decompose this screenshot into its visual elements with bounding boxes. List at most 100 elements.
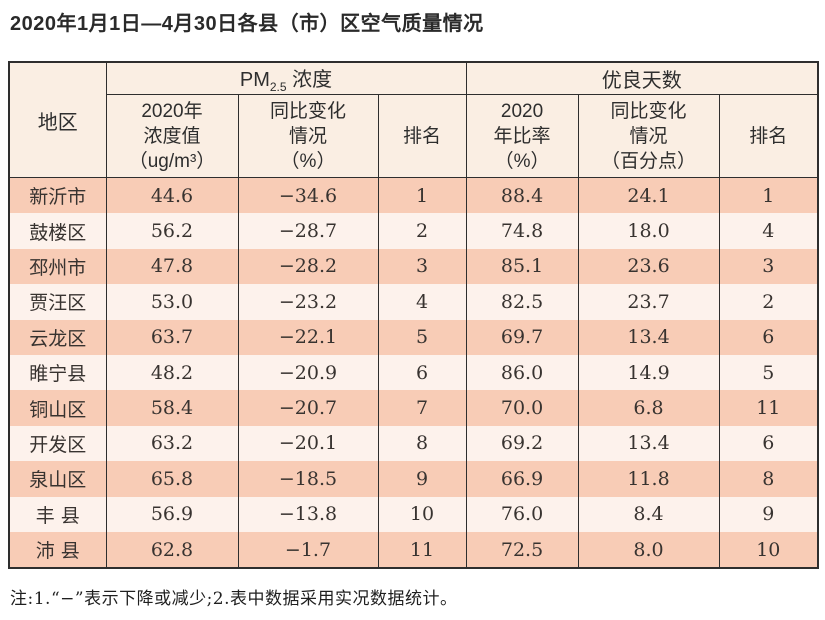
cell-days-rate: 85.1: [465, 248, 579, 285]
cell-region: 沛 县: [8, 531, 107, 569]
cell-pm-value: 62.8: [105, 531, 239, 569]
cell-pm-change: −22.1: [237, 319, 379, 355]
cell-region: 新沂市: [8, 177, 107, 214]
cell-days-rank: 9: [718, 496, 819, 532]
cell-region: 铜山区: [8, 390, 107, 426]
table-row: 丰 县 56.9 −13.8 10 76.0 8.4 9: [8, 496, 819, 532]
page-title: 2020年1月1日—4月30日各县（市）区空气质量情况: [10, 13, 484, 35]
cell-pm-change: −13.8: [237, 496, 379, 532]
cell-days-change: 11.8: [577, 461, 720, 497]
header-group-row: 地区 PM2.5 浓度 优良天数: [8, 61, 819, 178]
cell-days-rate: 69.2: [465, 425, 579, 462]
cell-pm-change: −28.7: [237, 213, 379, 249]
cell-region: 鼓楼区: [8, 213, 107, 249]
table-row: 沛 县 62.8 −1.7 11 72.5 8.0 10: [8, 531, 819, 569]
cell-pm-change: −1.7: [237, 531, 379, 569]
cell-days-rank: 6: [718, 319, 819, 355]
cell-days-rate: 74.8: [465, 213, 579, 249]
table-row: 邳州市 47.8 −28.2 3 85.1 23.6 3: [8, 248, 819, 285]
cell-days-rank: 2: [718, 284, 819, 320]
cell-region: 泉山区: [8, 461, 107, 497]
cell-pm-rank: 5: [377, 319, 467, 355]
cell-days-rank: 10: [718, 531, 819, 569]
cell-days-rank: 6: [718, 425, 819, 462]
cell-pm-rank: 2: [377, 213, 467, 249]
header-group-pm25: PM2.5 浓度: [105, 61, 467, 95]
cell-days-change: 6.8: [577, 390, 720, 426]
cell-pm-change: −18.5: [237, 461, 379, 497]
cell-pm-change: −28.2: [237, 248, 379, 285]
cell-days-rank: 4: [718, 213, 819, 249]
cell-days-rank: 8: [718, 461, 819, 497]
cell-days-rate: 76.0: [465, 496, 579, 532]
cell-region: 丰 县: [8, 496, 107, 532]
cell-pm-rank: 8: [377, 425, 467, 462]
cell-pm-rank: 4: [377, 284, 467, 320]
cell-pm-rank: 3: [377, 248, 467, 285]
table-row: 泉山区 65.8 −18.5 9 66.9 11.8 8: [8, 461, 819, 497]
cell-pm-value: 48.2: [105, 354, 239, 391]
cell-days-rate: 86.0: [465, 354, 579, 391]
header-days-change: 同比变化 情况 （百分点）: [577, 94, 720, 178]
table-row: 鼓楼区 56.2 −28.7 2 74.8 18.0 4: [8, 213, 819, 249]
cell-days-change: 18.0: [577, 213, 720, 249]
table-row: 开发区 63.2 −20.1 8 69.2 13.4 6: [8, 425, 819, 462]
cell-days-rate: 88.4: [465, 177, 579, 214]
cell-region: 云龙区: [8, 319, 107, 355]
header-group-good-days: 优良天数: [465, 61, 819, 95]
cell-pm-change: −23.2: [237, 284, 379, 320]
cell-days-rate: 69.7: [465, 319, 579, 355]
cell-days-rank: 1: [718, 177, 819, 214]
cell-pm-rank: 9: [377, 461, 467, 497]
cell-region: 睢宁县: [8, 354, 107, 391]
cell-days-rate: 72.5: [465, 531, 579, 569]
cell-days-change: 23.7: [577, 284, 720, 320]
cell-days-change: 24.1: [577, 177, 720, 214]
cell-pm-change: −20.1: [237, 425, 379, 462]
cell-days-rate: 66.9: [465, 461, 579, 497]
cell-region: 开发区: [8, 425, 107, 462]
cell-days-rank: 3: [718, 248, 819, 285]
header-pm-rank: 排名: [377, 94, 467, 178]
cell-pm-change: −34.6: [237, 177, 379, 214]
pm-label-rest: 浓度: [286, 69, 333, 91]
cell-pm-rank: 7: [377, 390, 467, 426]
cell-pm-value: 65.8: [105, 461, 239, 497]
table-header: 地区 PM2.5 浓度 优良天数 2020年 浓度值 （ug/m³） 同比变化 …: [8, 61, 819, 178]
cell-pm-value: 58.4: [105, 390, 239, 426]
header-sub-row: 2020年 浓度值 （ug/m³） 同比变化 情况 （%） 排名 2020 年比…: [9, 94, 819, 178]
cell-days-rate: 70.0: [465, 390, 579, 426]
cell-pm-value: 44.6: [105, 177, 239, 214]
cell-pm-value: 56.2: [105, 213, 239, 249]
cell-days-rank: 11: [718, 390, 819, 426]
pm-label-main: PM: [239, 69, 270, 91]
header-pm-change: 同比变化 情况 （%）: [237, 94, 379, 178]
cell-pm-change: −20.9: [237, 354, 379, 391]
cell-days-change: 14.9: [577, 354, 720, 391]
cell-days-change: 13.4: [577, 425, 720, 462]
cell-pm-change: −20.7: [237, 390, 379, 426]
pm-label-subscript: 2.5: [269, 80, 287, 94]
cell-days-change: 23.6: [577, 248, 720, 285]
header-days-rank: 排名: [718, 94, 819, 178]
cell-region: 邳州市: [8, 248, 107, 285]
cell-days-change: 8.0: [577, 531, 720, 569]
table-row: 铜山区 58.4 −20.7 7 70.0 6.8 11: [8, 390, 819, 426]
table-row: 睢宁县 48.2 −20.9 6 86.0 14.9 5: [8, 354, 819, 391]
cell-pm-value: 56.9: [105, 496, 239, 532]
table-row: 新沂市 44.6 −34.6 1 88.4 24.1 1: [8, 177, 819, 214]
air-quality-table: 地区 PM2.5 浓度 优良天数 2020年 浓度值 （ug/m³） 同比变化 …: [8, 61, 820, 570]
cell-pm-value: 63.7: [105, 319, 239, 355]
table-row: 云龙区 63.7 −22.1 5 69.7 13.4 6: [8, 319, 819, 355]
header-days-rate: 2020 年比率 （%）: [465, 94, 579, 178]
cell-pm-value: 53.0: [105, 284, 239, 320]
cell-days-change: 13.4: [577, 319, 720, 355]
cell-pm-value: 47.8: [105, 248, 239, 285]
cell-days-change: 8.4: [577, 496, 720, 532]
header-pm-value: 2020年 浓度值 （ug/m³）: [105, 94, 239, 178]
table-row: 贾汪区 53.0 −23.2 4 82.5 23.7 2: [8, 284, 819, 320]
table-body: 新沂市 44.6 −34.6 1 88.4 24.1 1 鼓楼区 56.2 −28.7 2 74.8 1…: [8, 177, 819, 569]
cell-days-rate: 82.5: [465, 284, 579, 320]
cell-pm-rank: 6: [377, 354, 467, 391]
